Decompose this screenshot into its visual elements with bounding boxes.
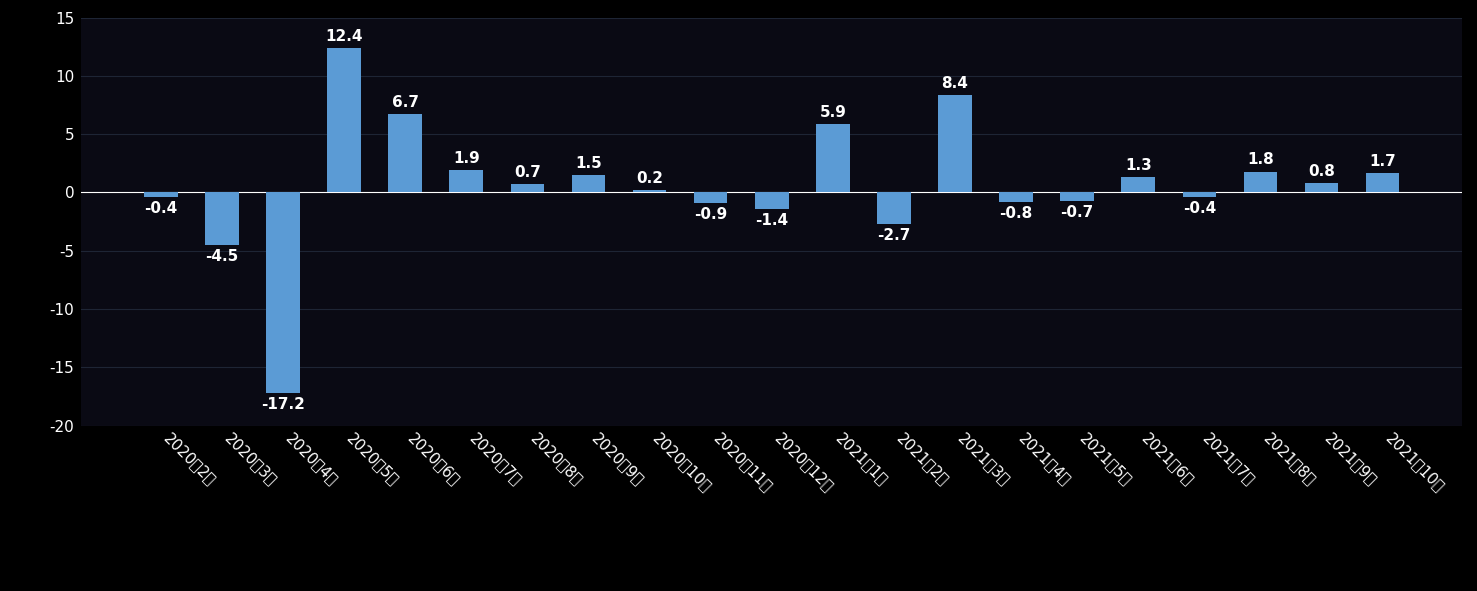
Text: 12.4: 12.4 [325,29,363,44]
Text: 1.3: 1.3 [1125,158,1152,173]
Bar [632,190,666,193]
Text: 1.8: 1.8 [1247,152,1273,167]
Text: 1.9: 1.9 [453,151,480,166]
Bar [938,95,972,193]
Text: 6.7: 6.7 [391,95,418,111]
Bar [1366,173,1399,193]
Text: 0.2: 0.2 [637,171,663,186]
Text: -0.4: -0.4 [145,201,177,216]
Text: 1.5: 1.5 [575,156,601,171]
Text: 0.7: 0.7 [514,165,541,180]
Text: 5.9: 5.9 [820,105,846,119]
Text: 1.7: 1.7 [1369,154,1396,168]
Bar [511,184,544,193]
Text: 0.8: 0.8 [1309,164,1335,179]
Bar [145,193,177,197]
Bar [1183,193,1216,197]
Text: -1.4: -1.4 [755,213,789,228]
Bar [328,48,360,193]
Text: 8.4: 8.4 [941,76,969,90]
Text: -2.7: -2.7 [877,228,911,243]
Text: -4.5: -4.5 [205,249,238,264]
Bar [266,193,300,393]
Bar [1060,193,1094,201]
Bar [1000,193,1032,202]
Bar [815,124,849,193]
Bar [572,175,606,193]
Bar [1304,183,1338,193]
Bar [205,193,239,245]
Text: -0.9: -0.9 [694,207,727,222]
Text: -0.7: -0.7 [1060,204,1094,220]
Text: -17.2: -17.2 [261,397,304,412]
Bar [1244,171,1278,193]
Bar [877,193,911,224]
Bar [388,115,422,193]
Text: -0.4: -0.4 [1183,201,1216,216]
Bar [449,170,483,193]
Text: -0.8: -0.8 [1000,206,1032,221]
Bar [755,193,789,209]
Bar [694,193,728,203]
Bar [1121,177,1155,193]
